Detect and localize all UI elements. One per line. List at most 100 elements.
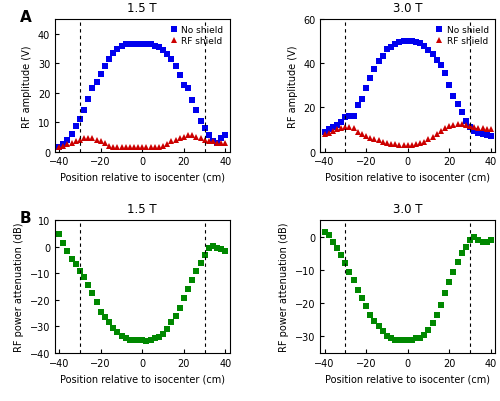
No shield bbox=[181, 84, 187, 89]
RF shield bbox=[454, 122, 460, 127]
RF shield bbox=[106, 144, 112, 149]
No shield bbox=[164, 53, 170, 58]
No shield bbox=[214, 141, 220, 146]
RF shield bbox=[144, 145, 150, 150]
RF shield bbox=[131, 145, 137, 150]
No shield bbox=[189, 98, 195, 103]
RF shield bbox=[176, 136, 182, 141]
No shield bbox=[334, 123, 340, 128]
No shield bbox=[484, 133, 490, 138]
RF shield bbox=[322, 132, 328, 137]
RF shield bbox=[488, 128, 494, 132]
RF shield bbox=[114, 145, 120, 150]
RF shield bbox=[480, 127, 486, 132]
RF shield bbox=[56, 145, 62, 150]
RF shield bbox=[392, 142, 398, 147]
RF shield bbox=[458, 122, 464, 127]
RF shield bbox=[471, 126, 477, 130]
No shield bbox=[56, 145, 62, 150]
No shield bbox=[60, 142, 66, 147]
No shield bbox=[73, 125, 79, 130]
No shield bbox=[359, 97, 365, 102]
RF shield bbox=[438, 129, 444, 134]
RF shield bbox=[60, 144, 66, 149]
RF shield bbox=[446, 124, 452, 129]
No shield bbox=[338, 120, 344, 125]
No shield bbox=[118, 44, 124, 49]
RF shield bbox=[396, 143, 402, 148]
RF shield bbox=[198, 136, 203, 141]
RF shield bbox=[363, 134, 369, 139]
RF shield bbox=[86, 136, 91, 141]
No shield bbox=[346, 115, 352, 119]
No shield bbox=[64, 138, 70, 143]
RF shield bbox=[413, 142, 419, 147]
RF shield bbox=[350, 127, 356, 132]
No shield bbox=[98, 72, 103, 77]
No shield bbox=[77, 117, 83, 122]
RF shield bbox=[135, 145, 141, 150]
No shield bbox=[388, 45, 394, 50]
RF shield bbox=[430, 136, 436, 140]
RF shield bbox=[380, 140, 386, 145]
RF shield bbox=[467, 124, 473, 129]
RF shield bbox=[218, 141, 224, 146]
No shield bbox=[160, 49, 166, 53]
RF shield bbox=[384, 141, 390, 146]
No shield bbox=[426, 49, 432, 53]
No shield bbox=[392, 43, 398, 48]
RF shield bbox=[164, 142, 170, 147]
RF shield bbox=[346, 126, 352, 130]
RF shield bbox=[368, 136, 374, 141]
No shield bbox=[488, 134, 494, 139]
RF shield bbox=[127, 145, 133, 150]
Text: B: B bbox=[20, 210, 32, 225]
No shield bbox=[135, 43, 141, 47]
No shield bbox=[355, 103, 361, 108]
RF shield bbox=[98, 140, 103, 144]
Line: RF shield: RF shield bbox=[56, 133, 228, 150]
RF shield bbox=[404, 143, 410, 148]
RF shield bbox=[68, 141, 74, 146]
RF shield bbox=[210, 140, 216, 144]
No shield bbox=[122, 43, 128, 47]
RF shield bbox=[355, 130, 361, 135]
No shield bbox=[176, 73, 182, 78]
No shield bbox=[450, 95, 456, 99]
No shield bbox=[454, 102, 460, 107]
No shield bbox=[322, 130, 328, 135]
RF shield bbox=[409, 143, 415, 148]
No shield bbox=[198, 119, 203, 124]
Line: RF shield: RF shield bbox=[322, 122, 494, 148]
RF shield bbox=[194, 135, 200, 140]
No shield bbox=[413, 41, 419, 46]
X-axis label: Position relative to isocenter (cm): Position relative to isocenter (cm) bbox=[60, 172, 225, 182]
No shield bbox=[363, 86, 369, 91]
RF shield bbox=[189, 134, 195, 138]
No shield bbox=[430, 53, 436, 58]
No shield bbox=[68, 132, 74, 137]
Legend: No shield, RF shield: No shield, RF shield bbox=[434, 24, 490, 48]
No shield bbox=[140, 43, 145, 47]
Line: No shield: No shield bbox=[56, 42, 229, 151]
No shield bbox=[350, 115, 356, 119]
RF shield bbox=[118, 145, 124, 150]
No shield bbox=[81, 109, 87, 113]
No shield bbox=[463, 119, 469, 124]
No shield bbox=[326, 128, 332, 132]
No shield bbox=[222, 134, 228, 138]
RF shield bbox=[417, 141, 423, 146]
No shield bbox=[152, 44, 158, 49]
RF shield bbox=[442, 127, 448, 132]
Y-axis label: RF amplitude (V): RF amplitude (V) bbox=[22, 45, 32, 127]
No shield bbox=[114, 47, 120, 52]
No shield bbox=[185, 87, 191, 91]
No shield bbox=[94, 81, 100, 85]
No shield bbox=[90, 87, 96, 91]
No shield bbox=[127, 43, 133, 47]
No shield bbox=[400, 40, 406, 45]
Title: 1.5 T: 1.5 T bbox=[128, 2, 157, 15]
RF shield bbox=[372, 138, 378, 142]
No shield bbox=[458, 110, 464, 115]
RF shield bbox=[202, 138, 207, 143]
